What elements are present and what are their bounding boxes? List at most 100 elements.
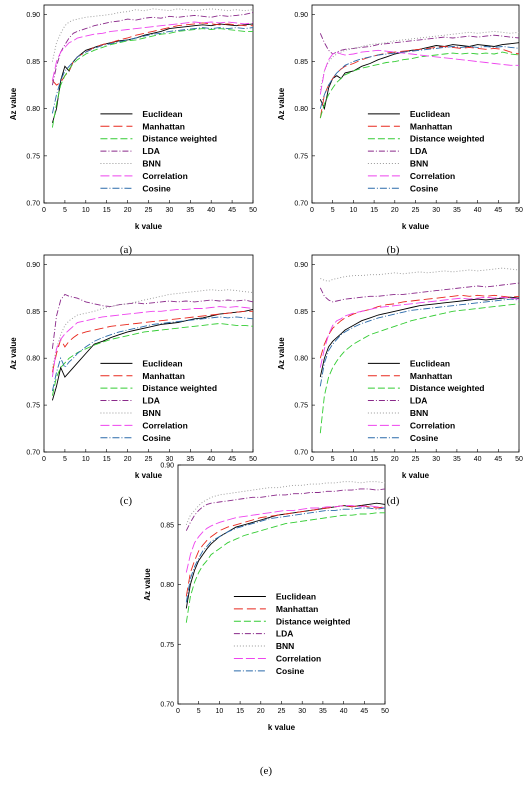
x-tick-label: 50 [381, 708, 389, 715]
y-axis-label: Az value [277, 337, 286, 370]
y-tick-label: 0.80 [160, 582, 174, 589]
series-line [185, 481, 386, 525]
x-tick-label: 20 [391, 207, 399, 214]
series-line [319, 303, 520, 434]
series-line [320, 267, 520, 282]
series-line [319, 294, 520, 359]
y-tick-label: 0.90 [26, 12, 40, 19]
series-line [319, 282, 520, 303]
x-tick-label: 30 [166, 207, 174, 214]
series-line [51, 12, 254, 86]
x-tick-label: 10 [216, 708, 224, 715]
series-line [319, 46, 520, 109]
legend-label: Correlation [142, 171, 187, 181]
legend-label: Manhattan [410, 121, 453, 131]
series-line [319, 42, 520, 111]
series-line [51, 21, 254, 81]
series-line [319, 49, 519, 95]
x-tick-label: 20 [391, 456, 399, 463]
y-tick-label: 0.80 [294, 356, 308, 363]
y-tick-label: 0.85 [294, 309, 308, 316]
y-tick-label: 0.85 [26, 59, 40, 66]
chart-panel: 0 5 10 15 20 25 30 35 40 45 50 0.70 0.75 0.80 0.85 0.90… [143, 463, 389, 778]
x-tick-label: 45 [360, 708, 368, 715]
legend-label: Cosine [142, 433, 171, 443]
legend-label: Correlation [276, 653, 321, 663]
x-tick-label: 0 [42, 207, 46, 214]
legend: Euclidean Manhattan Distance weighted LDA BN… [100, 109, 217, 193]
x-tick-label: 30 [166, 456, 174, 463]
x-tick-label: 5 [331, 207, 335, 214]
legend-label: Distance weighted [142, 383, 217, 393]
y-tick-label: 0.90 [160, 463, 174, 470]
x-tick-label: 10 [82, 207, 90, 214]
legend-label: Manhattan [410, 371, 453, 381]
series-line [185, 507, 386, 603]
legend-label: BNN [410, 159, 428, 169]
x-tick-label: 45 [228, 456, 236, 463]
y-tick-label: 0.70 [294, 201, 308, 208]
legend: Euclidean Manhattan Distance weighted LDA BN… [100, 358, 217, 443]
y-tick-label: 0.75 [294, 403, 308, 410]
legend-label: Euclidean [142, 109, 182, 119]
y-tick-label: 0.70 [26, 201, 40, 208]
y-axis-label: Az value [143, 568, 152, 601]
x-tick-label: 40 [207, 456, 215, 463]
series-line [51, 8, 254, 62]
x-tick-label: 45 [228, 207, 236, 214]
x-tick-label: 50 [515, 456, 523, 463]
x-tick-label: 5 [63, 456, 67, 463]
panel-caption: (e) [260, 765, 273, 777]
x-tick-label: 15 [103, 207, 111, 214]
panel-caption: (c) [120, 495, 133, 507]
x-tick-label: 45 [494, 456, 502, 463]
y-tick-label: 0.70 [294, 450, 308, 457]
y-axis-label: Az value [9, 87, 18, 120]
x-tick-label: 10 [350, 207, 358, 214]
x-tick-label: 25 [412, 456, 420, 463]
y-tick-label: 0.90 [294, 12, 308, 19]
y-tick-label: 0.75 [26, 403, 40, 410]
legend-label: Cosine [410, 183, 439, 193]
y-tick-label: 0.75 [294, 153, 308, 160]
series-line [319, 46, 520, 119]
series-line [319, 33, 520, 55]
x-tick-label: 0 [310, 207, 314, 214]
legend-label: LDA [142, 396, 159, 406]
legend-label: Correlation [142, 420, 187, 430]
x-tick-label: 0 [176, 708, 180, 715]
x-tick-label: 5 [331, 456, 335, 463]
y-tick-label: 0.80 [294, 106, 308, 113]
x-tick-label: 35 [319, 708, 327, 715]
legend-label: Correlation [410, 420, 455, 430]
x-axis-label: k value [135, 222, 163, 231]
x-tick-label: 25 [145, 207, 153, 214]
y-tick-label: 0.85 [160, 522, 174, 529]
legend: Euclidean Manhattan Distance weighted LDA BN… [367, 109, 485, 193]
legend-label: BNN [276, 641, 294, 651]
x-tick-label: 25 [278, 708, 286, 715]
series-line [185, 505, 386, 597]
legend-label: Cosine [142, 183, 171, 193]
series-line [51, 308, 254, 401]
legend-label: LDA [142, 146, 159, 156]
series-line [185, 512, 385, 623]
x-tick-label: 25 [145, 456, 153, 463]
legend-label: LDA [276, 629, 293, 639]
x-tick-label: 40 [207, 207, 215, 214]
x-tick-label: 0 [42, 456, 46, 463]
x-tick-label: 35 [186, 207, 194, 214]
y-tick-label: 0.90 [26, 262, 40, 269]
x-tick-label: 35 [186, 456, 194, 463]
y-axis-label: Az value [277, 87, 286, 120]
x-tick-label: 25 [412, 207, 420, 214]
series-line [51, 28, 253, 128]
legend-label: Euclidean [142, 358, 182, 368]
chart-panel: 0 5 10 15 20 25 30 35 40 45 50 0.70 0.75 0.80 0.85 0.90… [9, 254, 257, 507]
x-tick-label: 45 [494, 207, 502, 214]
x-axis-label: k value [268, 723, 296, 732]
chart-panel: 0 5 10 15 20 25 30 35 40 45 50 0.70 0.75 0.80 0.85 0.90… [277, 254, 523, 507]
x-tick-label: 20 [124, 207, 132, 214]
series-line [51, 306, 254, 378]
